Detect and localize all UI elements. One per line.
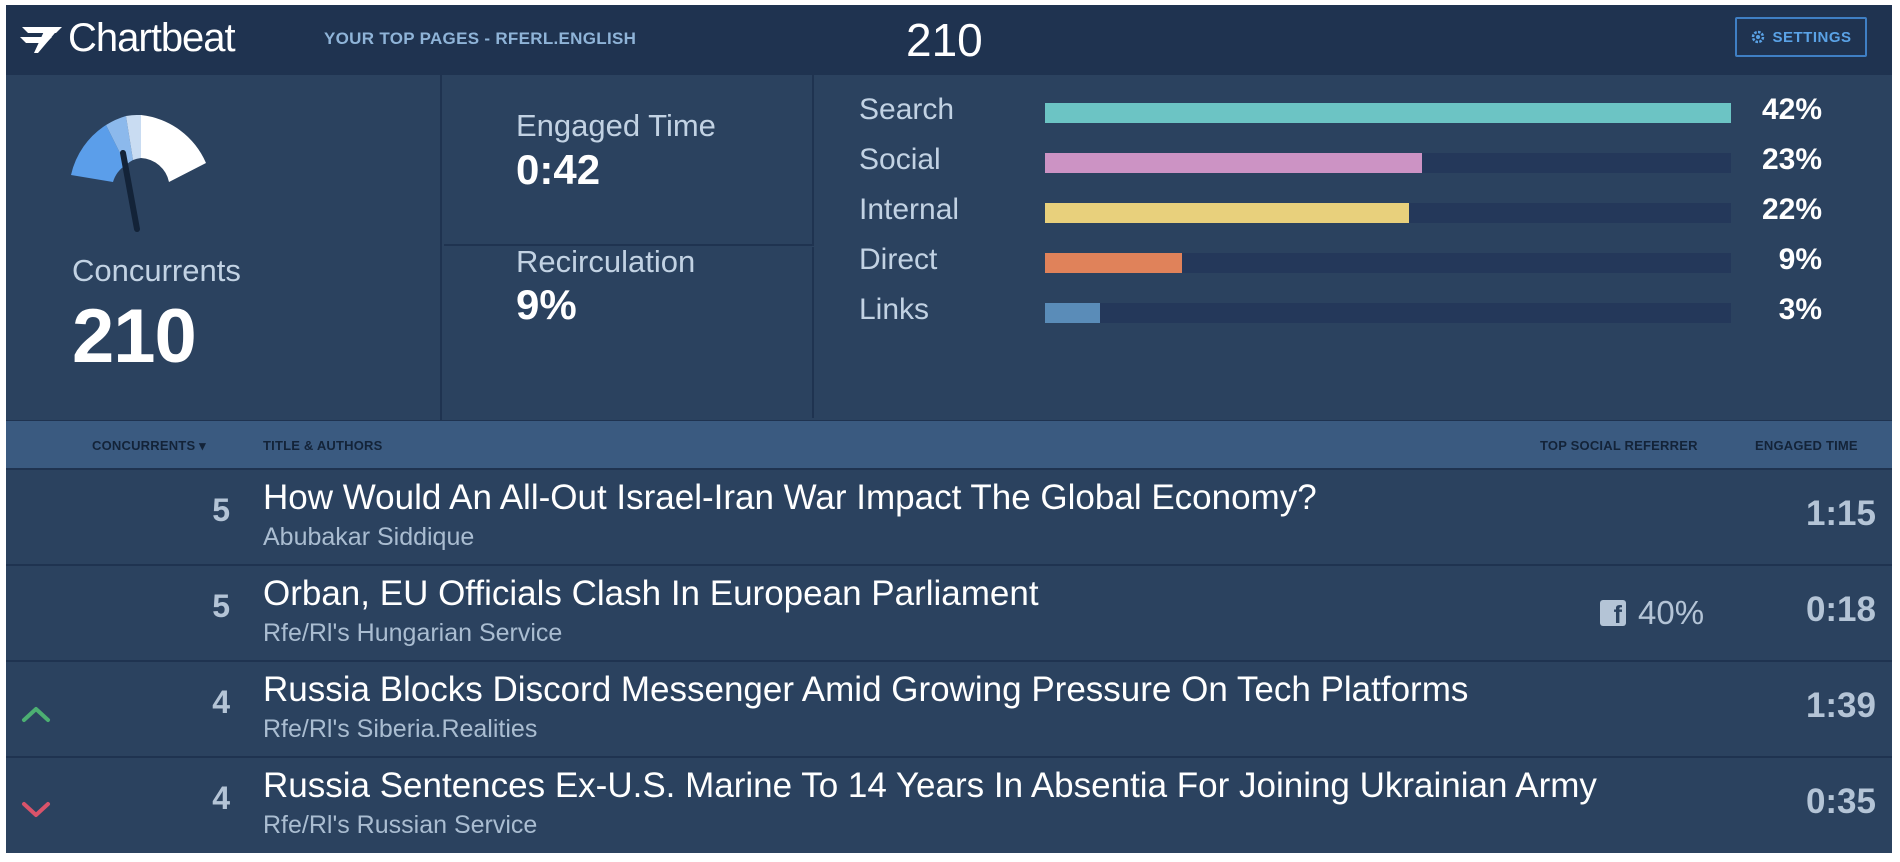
trend-up-icon <box>22 707 50 722</box>
referrer-bar-fill <box>1045 153 1423 173</box>
table-row[interactable]: 4 Russia Blocks Discord Messenger Amid Gr… <box>6 660 1892 756</box>
column-header-concurrents[interactable]: CONCURRENTS ▾ <box>92 438 206 453</box>
referrer-percent: 23% <box>1761 143 1822 176</box>
engaged-time-box: Engaged Time 0:42 <box>444 75 814 246</box>
row-concurrents: 5 <box>212 588 230 624</box>
chartbeat-logo-icon <box>20 27 62 53</box>
referrer-percent: 9% <box>1778 243 1822 276</box>
referrer-row-direct: Direct 9% <box>816 241 1892 281</box>
row-concurrents: 4 <box>212 780 230 816</box>
logo[interactable]: Chartbeat <box>16 13 236 63</box>
recirculation-label: Recirculation <box>516 244 696 279</box>
top-bar: Chartbeat YOUR TOP PAGES - RFERL.ENGLISH… <box>6 5 1892 75</box>
row-engaged-time: 0:35 <box>1805 782 1876 821</box>
referrer-bar-track <box>1045 203 1731 223</box>
concurrents-label: Concurrents <box>72 253 241 288</box>
referrer-row-links: Links 3% <box>816 291 1892 331</box>
settings-button[interactable]: SETTINGS <box>1735 17 1867 57</box>
referrer-name: Links <box>859 293 930 326</box>
referrer-bar-track <box>1045 153 1731 173</box>
referrer-row-search: Search 42% <box>816 91 1892 131</box>
recirculation-value: 9% <box>516 281 577 328</box>
table-row[interactable]: 5 How Would An All-Out Israel-Iran War Im… <box>6 468 1892 564</box>
article-author: Abubakar Siddique <box>263 523 475 551</box>
gauge-icon <box>71 115 206 232</box>
referrer-name: Social <box>859 143 941 176</box>
facebook-icon: f <box>1600 600 1626 629</box>
table-row[interactable]: 5 Orban, EU Officials Clash In European P… <box>6 564 1892 660</box>
referrer-row-internal: Internal 22% <box>816 191 1892 231</box>
referrer-bar-track <box>1045 253 1731 273</box>
row-engaged-time: 1:39 <box>1805 686 1876 725</box>
referrer-bar-fill <box>1045 103 1731 123</box>
gear-icon <box>1752 30 1765 44</box>
referrer-name: Search <box>859 93 955 126</box>
row-concurrents: 4 <box>212 684 230 720</box>
page-title: YOUR TOP PAGES - RFERL.ENGLISH <box>324 29 637 48</box>
referrer-row-social: Social 23% <box>816 141 1892 181</box>
stats-section: Concurrents 210 Engaged Time 0:42 Recirc… <box>6 75 1892 420</box>
recirculation-box: Recirculation 9% <box>444 244 814 418</box>
table-row[interactable]: 4 Russia Sentences Ex-U.S. Marine To 14 Y… <box>6 756 1892 852</box>
referrer-percent: 42% <box>1761 93 1822 126</box>
article-title-link[interactable]: Russia Sentences Ex-U.S. Marine To 14 Ye… <box>263 766 1597 805</box>
chartbeat-dashboard: Chartbeat YOUR TOP PAGES - RFERL.ENGLISH… <box>6 5 1892 853</box>
header-concurrents-count: 210 <box>906 14 983 66</box>
article-author: Rfe/Rl's Hungarian Service <box>263 619 563 647</box>
referrer-percent: 22% <box>1761 193 1822 226</box>
row-concurrents: 5 <box>212 492 230 528</box>
engaged-time-value: 0:42 <box>516 146 601 193</box>
top-social-referrer: f 40% <box>1600 594 1704 632</box>
row-engaged-time: 1:15 <box>1805 494 1876 533</box>
article-title-link[interactable]: How Would An All-Out Israel-Iran War Imp… <box>263 478 1317 517</box>
settings-label: SETTINGS <box>1772 28 1852 46</box>
logo-text: Chartbeat <box>68 15 236 60</box>
column-header-engaged-time[interactable]: ENGAGED TIME <box>1755 438 1858 453</box>
metrics-panel: Engaged Time 0:42 Recirculation 9% <box>444 75 814 420</box>
article-title-link[interactable]: Russia Blocks Discord Messenger Amid Gro… <box>263 670 1469 709</box>
referrer-bar-fill <box>1045 303 1100 323</box>
row-engaged-time: 0:18 <box>1805 590 1876 629</box>
column-header-top-social-referrer[interactable]: TOP SOCIAL REFERRER <box>1540 438 1698 453</box>
referrer-bar-fill <box>1045 253 1183 273</box>
referrer-bar-fill <box>1045 203 1409 223</box>
referrer-bar-track <box>1045 303 1731 323</box>
engaged-time-label: Engaged Time <box>516 108 716 143</box>
table-header: CONCURRENTS ▾ TITLE & AUTHORS TOP SOCIAL… <box>6 420 1892 468</box>
article-author: Rfe/Rl's Russian Service <box>263 811 538 839</box>
concurrents-panel: Concurrents 210 <box>6 75 442 420</box>
column-header-title-authors[interactable]: TITLE & AUTHORS <box>263 438 383 453</box>
trend-down-icon <box>22 802 50 817</box>
article-title-link[interactable]: Orban, EU Officials Clash In European Pa… <box>263 574 1039 613</box>
social-referrer-percent: 40% <box>1638 594 1705 631</box>
concurrents-value: 210 <box>72 294 197 379</box>
referrer-percent: 3% <box>1778 293 1822 326</box>
referrer-name: Internal <box>859 193 960 226</box>
referrers-panel: Search 42% Social 23% Internal 22% Direct 9% Lin… <box>816 75 1892 420</box>
referrer-name: Direct <box>859 243 938 276</box>
article-author: Rfe/Rl's Siberia.Realities <box>263 715 538 743</box>
referrer-bar-track <box>1045 103 1731 123</box>
